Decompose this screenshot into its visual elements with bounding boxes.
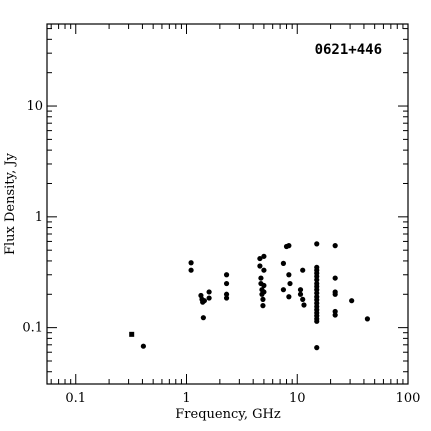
y-axis-label: Flux Density, Jy [3, 152, 18, 255]
data-point [206, 295, 212, 301]
data-point [140, 343, 146, 349]
data-points [129, 241, 371, 351]
data-point [261, 267, 267, 273]
y-tick-label: 0.1 [22, 321, 43, 336]
data-point [188, 260, 194, 266]
data-point [260, 303, 266, 309]
data-point [314, 277, 320, 283]
data-point [200, 315, 206, 321]
y-tick-label: 1 [35, 210, 43, 225]
data-point [332, 243, 338, 249]
data-point [280, 287, 287, 293]
data-point [332, 275, 338, 281]
data-point [206, 289, 212, 295]
x-tick-label: 10 [289, 391, 306, 406]
data-point [286, 243, 292, 249]
data-point [332, 291, 338, 297]
data-point [223, 272, 230, 278]
data-point [364, 316, 371, 322]
data-point [314, 318, 320, 324]
data-point [314, 241, 320, 247]
data-point [349, 298, 355, 304]
x-axis-label: Frequency, GHz [175, 407, 281, 422]
data-point [223, 295, 230, 301]
data-point [260, 296, 266, 302]
data-point [286, 294, 292, 300]
data-point [261, 282, 267, 289]
x-tick-label: 1 [182, 391, 190, 406]
data-point [287, 280, 293, 287]
data-point [332, 312, 338, 318]
data-point [280, 260, 287, 266]
data-point [223, 280, 230, 287]
data-point [201, 298, 207, 304]
data-point [261, 253, 267, 259]
data-point [223, 291, 230, 297]
x-tick-label: 0.1 [65, 391, 86, 406]
data-point [261, 289, 267, 295]
data-point-square [129, 331, 135, 337]
data-point [301, 302, 307, 308]
x-tick-label: 100 [396, 391, 421, 406]
data-point [300, 296, 306, 302]
data-point [300, 267, 306, 273]
plot-frame [46, 23, 409, 385]
data-point [297, 291, 304, 297]
data-point [314, 345, 320, 351]
data-point [257, 255, 263, 262]
data-point [258, 275, 264, 281]
source-name: 0621+446 [315, 42, 382, 58]
data-point [332, 308, 338, 315]
data-point [297, 287, 304, 293]
data-point [257, 263, 263, 269]
axis-ticks [47, 24, 409, 384]
data-point [314, 290, 320, 296]
data-point [286, 272, 292, 278]
data-point [188, 267, 194, 273]
tick-labels: 0.1 1 10 100 0.1 1 10 [22, 99, 420, 406]
y-tick-label: 10 [26, 99, 43, 114]
